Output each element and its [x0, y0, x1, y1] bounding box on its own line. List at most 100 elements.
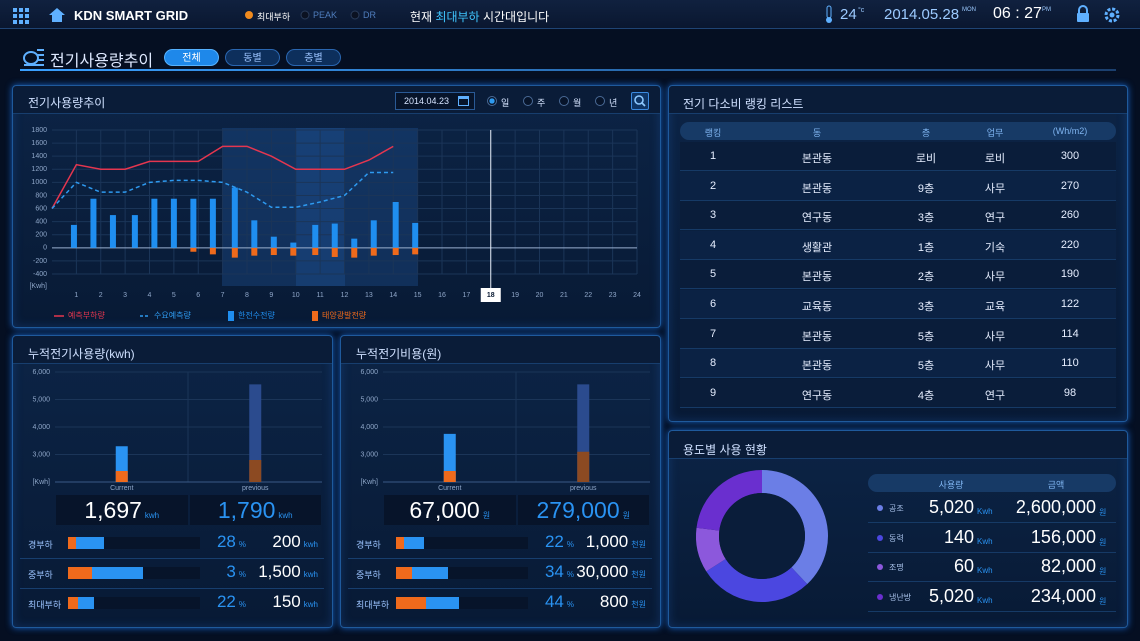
- tab[interactable]: 층별: [286, 49, 341, 66]
- progress-blue: [404, 537, 424, 549]
- radio-button[interactable]: [523, 96, 533, 106]
- table-cell: 1층: [917, 241, 935, 254]
- percent-value: 44: [544, 592, 564, 611]
- cost-value: 234,000: [1030, 585, 1096, 606]
- menu-icon[interactable]: [13, 8, 29, 24]
- panel-title: 전기사용량추이: [28, 96, 106, 110]
- amount-value: 200: [272, 532, 301, 551]
- amount-value: 150: [272, 592, 301, 611]
- total-box: 279,000 원: [517, 495, 649, 525]
- table-cell: 사무: [984, 271, 1006, 284]
- table-cell: 연구: [984, 212, 1006, 225]
- row-percent: 3%: [190, 562, 246, 582]
- home-icon[interactable]: [49, 8, 65, 22]
- table-row: [680, 142, 1116, 171]
- settings-icon[interactable]: [1104, 7, 1120, 23]
- row-label: 최대부하: [356, 600, 390, 610]
- status-label: 최대부하: [257, 12, 291, 22]
- table-cell: 2: [709, 179, 717, 192]
- usage-row: [868, 524, 1116, 553]
- table-cell: 122: [1060, 298, 1080, 310]
- date-value: 2014.04.23: [404, 96, 450, 106]
- total-unit: kwh: [278, 511, 293, 520]
- table-cell: 교육: [984, 301, 1006, 313]
- cost-value: 156,000: [1030, 526, 1096, 547]
- radio-button[interactable]: [595, 96, 605, 106]
- usage-unit: Kwh: [977, 536, 993, 546]
- table-row: [680, 260, 1116, 290]
- total-value: 1,697: [84, 497, 142, 523]
- usage-value: 5,020: [928, 497, 974, 517]
- temperature: 24: [840, 6, 857, 23]
- table-row: [680, 230, 1116, 260]
- table-header: 업무: [986, 128, 1004, 138]
- progress-orange: [396, 537, 404, 549]
- category-name: 냉난방: [889, 592, 912, 602]
- table-header: 랭킹: [704, 128, 722, 138]
- table-cell: 9층: [917, 182, 935, 195]
- search-icon: [634, 95, 646, 107]
- category-name: 동력: [889, 533, 904, 543]
- table-cell: 1: [709, 150, 717, 162]
- amount-value: 30,000: [576, 562, 629, 581]
- amount-unit: 천원: [631, 570, 646, 579]
- usage-value: 5,020: [928, 585, 974, 606]
- table-cell: 사무: [984, 360, 1006, 373]
- table-cell: 4층: [917, 389, 935, 402]
- message-text: 시간대입니다: [482, 10, 550, 24]
- total-unit: 원: [482, 511, 491, 520]
- total-value: 279,000: [536, 497, 620, 523]
- tab[interactable]: 동별: [225, 49, 280, 66]
- message-text: 현재: [410, 10, 433, 24]
- percent-unit: %: [566, 570, 574, 579]
- table-row: [680, 319, 1116, 349]
- message-highlight: 최대부하: [435, 10, 480, 24]
- radio-button[interactable]: [487, 96, 497, 106]
- amount-unit: kwh: [303, 570, 318, 579]
- tab[interactable]: 전체: [164, 49, 219, 66]
- table-cell: 5층: [917, 330, 935, 343]
- row-separator: [348, 588, 652, 589]
- table-header-bar: [680, 122, 1116, 140]
- usage-unit: Kwh: [977, 595, 993, 605]
- table-cell: 연구: [984, 389, 1006, 402]
- amount-unit: kwh: [303, 600, 318, 609]
- radio-label: 월: [573, 98, 582, 108]
- table-cell: 연구동: [801, 212, 833, 225]
- top-bar-icons: [13, 5, 1120, 24]
- table-header-bar: [868, 474, 1116, 492]
- status-message: 현재 최대부하 시간대입니다: [410, 8, 549, 25]
- percent-unit: %: [566, 540, 574, 549]
- progress-blue: [412, 567, 448, 579]
- meridiem: PM: [1042, 7, 1051, 13]
- table-cell: 6: [709, 298, 717, 310]
- progress-blue: [426, 597, 459, 609]
- search-button[interactable]: [631, 92, 649, 110]
- table-cell: 300: [1060, 150, 1080, 162]
- row-label: 중부하: [28, 570, 53, 580]
- status-dot: [245, 11, 253, 19]
- radio-button[interactable]: [559, 96, 569, 106]
- row-percent: 22%: [190, 592, 246, 612]
- usage-row: [868, 494, 1116, 523]
- progress-track: [396, 537, 528, 549]
- table-cell: 3층: [917, 212, 935, 225]
- lock-icon[interactable]: [1077, 5, 1089, 22]
- cost-value: 82,000: [1040, 556, 1096, 577]
- amount-value: 1,500: [258, 562, 301, 581]
- panel-title: 누적전기사용량(kwh): [28, 347, 135, 361]
- percent-unit: %: [238, 600, 246, 609]
- percent-unit: %: [566, 600, 574, 609]
- table-cell: 190: [1060, 268, 1080, 281]
- category-name: 공조: [889, 504, 904, 513]
- row-amount: 30,000 천원: [568, 562, 646, 582]
- progress-orange: [68, 537, 76, 549]
- usage-unit: Kwh: [977, 566, 993, 576]
- table-cell: 220: [1060, 238, 1080, 251]
- panel-title: 전기 다소비 랭킹 리스트: [683, 97, 804, 111]
- category-dot: [877, 564, 883, 571]
- temperature-unit: °c: [858, 7, 865, 14]
- table-cell: 260: [1060, 209, 1080, 222]
- table-cell: 본관동: [801, 182, 833, 195]
- date-picker[interactable]: 2014.04.23: [395, 92, 475, 110]
